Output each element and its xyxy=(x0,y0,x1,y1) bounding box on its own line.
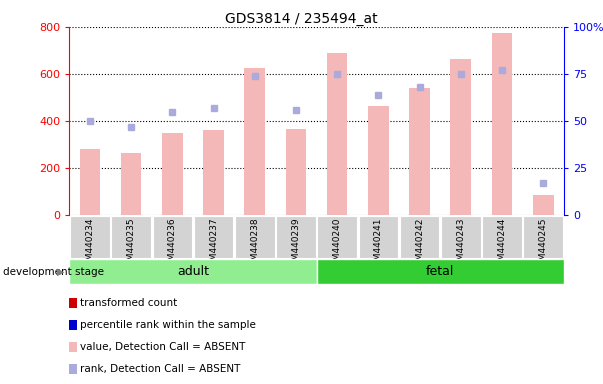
Bar xyxy=(450,59,471,215)
Bar xyxy=(491,33,513,215)
Bar xyxy=(69,259,317,284)
Bar xyxy=(533,195,554,215)
FancyBboxPatch shape xyxy=(359,216,398,258)
Text: fetal: fetal xyxy=(426,265,455,278)
Text: GSM440242: GSM440242 xyxy=(415,217,424,271)
FancyBboxPatch shape xyxy=(317,216,357,258)
Text: GSM440240: GSM440240 xyxy=(333,217,342,272)
Text: transformed count: transformed count xyxy=(80,298,177,308)
Bar xyxy=(69,342,77,352)
Text: ▶: ▶ xyxy=(57,266,64,277)
FancyBboxPatch shape xyxy=(153,216,192,258)
Bar xyxy=(244,68,265,215)
FancyBboxPatch shape xyxy=(112,216,151,258)
Bar xyxy=(327,53,347,215)
Bar xyxy=(203,131,224,215)
Bar xyxy=(80,149,100,215)
Text: GSM440244: GSM440244 xyxy=(497,217,507,271)
Bar xyxy=(317,259,564,284)
Bar xyxy=(69,298,77,308)
Text: rank, Detection Call = ABSENT: rank, Detection Call = ABSENT xyxy=(80,364,240,374)
FancyBboxPatch shape xyxy=(441,216,481,258)
Bar xyxy=(69,364,77,374)
Bar xyxy=(69,320,77,330)
FancyBboxPatch shape xyxy=(523,216,563,258)
FancyBboxPatch shape xyxy=(235,216,274,258)
Text: percentile rank within the sample: percentile rank within the sample xyxy=(80,320,256,330)
Text: GSM440241: GSM440241 xyxy=(374,217,383,272)
Bar xyxy=(162,133,183,215)
Text: GSM440236: GSM440236 xyxy=(168,217,177,272)
Text: GSM440239: GSM440239 xyxy=(291,217,300,272)
Text: GSM440234: GSM440234 xyxy=(86,217,95,272)
Text: GSM440243: GSM440243 xyxy=(456,217,466,272)
FancyBboxPatch shape xyxy=(400,216,440,258)
Text: adult: adult xyxy=(177,265,209,278)
FancyBboxPatch shape xyxy=(276,216,316,258)
Text: development stage: development stage xyxy=(3,266,104,277)
FancyBboxPatch shape xyxy=(194,216,233,258)
Text: GDS3814 / 235494_at: GDS3814 / 235494_at xyxy=(225,12,378,25)
Text: value, Detection Call = ABSENT: value, Detection Call = ABSENT xyxy=(80,342,245,352)
Text: GSM440245: GSM440245 xyxy=(538,217,548,272)
Text: GSM440235: GSM440235 xyxy=(127,217,136,272)
Text: GSM440238: GSM440238 xyxy=(250,217,259,272)
FancyBboxPatch shape xyxy=(482,216,522,258)
Bar xyxy=(286,129,306,215)
Bar xyxy=(368,106,389,215)
Bar xyxy=(409,88,430,215)
FancyBboxPatch shape xyxy=(70,216,110,258)
Bar xyxy=(121,153,142,215)
Text: GSM440237: GSM440237 xyxy=(209,217,218,272)
